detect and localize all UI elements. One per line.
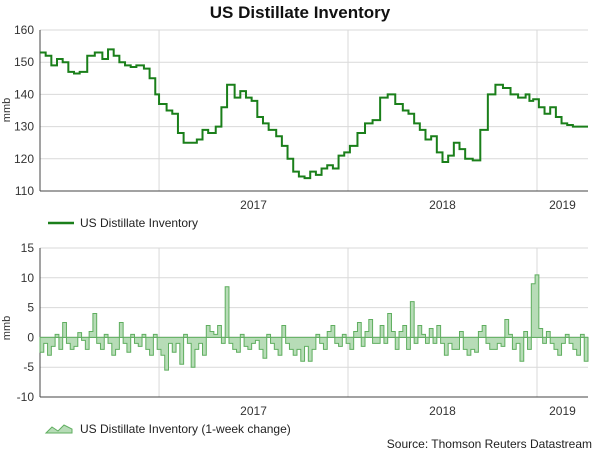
top-series-line — [40, 48, 588, 180]
source-note: Source: Thomson Reuters Datastream — [387, 437, 592, 451]
weekly-change-area-chart: -10 -5 0 5 10 15 2017 2018 2019 — [17, 241, 589, 418]
top-y-axis-label: mmb — [1, 98, 13, 122]
bottom-y-tick-label: 15 — [21, 241, 35, 255]
bottom-y-axis-label: mmb — [1, 316, 13, 340]
bottom-x-tick-label: 2017 — [240, 404, 267, 418]
bottom-y-tick-label: 5 — [27, 301, 34, 315]
top-y-tick-label: 160 — [14, 23, 34, 37]
bottom-x-tick-label: 2018 — [429, 404, 456, 418]
bottom-legend: US Distillate Inventory (1-week change) — [44, 422, 291, 436]
top-legend-label: US Distillate Inventory — [80, 216, 198, 230]
top-y-tick-label: 120 — [14, 152, 34, 166]
bottom-series-area — [39, 274, 589, 371]
bottom-y-tick-label: 10 — [21, 271, 35, 285]
top-y-tick-label: 140 — [14, 87, 34, 101]
top-y-tick-label: 110 — [15, 184, 34, 198]
chart-title: US Distillate Inventory — [210, 3, 391, 22]
top-x-tick-label: 2017 — [240, 198, 267, 212]
bottom-y-tick-label: -10 — [17, 390, 35, 404]
bottom-y-tick-label: -5 — [23, 360, 34, 374]
top-y-tick-label: 150 — [14, 55, 34, 69]
inventory-line-chart: 110 120 130 140 150 160 2017 2018 2019 — [14, 23, 588, 212]
bottom-x-tick-label: 2019 — [549, 404, 576, 418]
top-legend: US Distillate Inventory — [48, 216, 198, 230]
top-x-tick-label: 2019 — [549, 198, 576, 212]
top-x-tick-label: 2018 — [429, 198, 456, 212]
top-y-tick-label: 130 — [14, 120, 34, 134]
bottom-legend-label: US Distillate Inventory (1-week change) — [80, 422, 291, 436]
bottom-y-tick-label: 0 — [27, 330, 34, 344]
bottom-legend-swatch — [44, 424, 73, 434]
